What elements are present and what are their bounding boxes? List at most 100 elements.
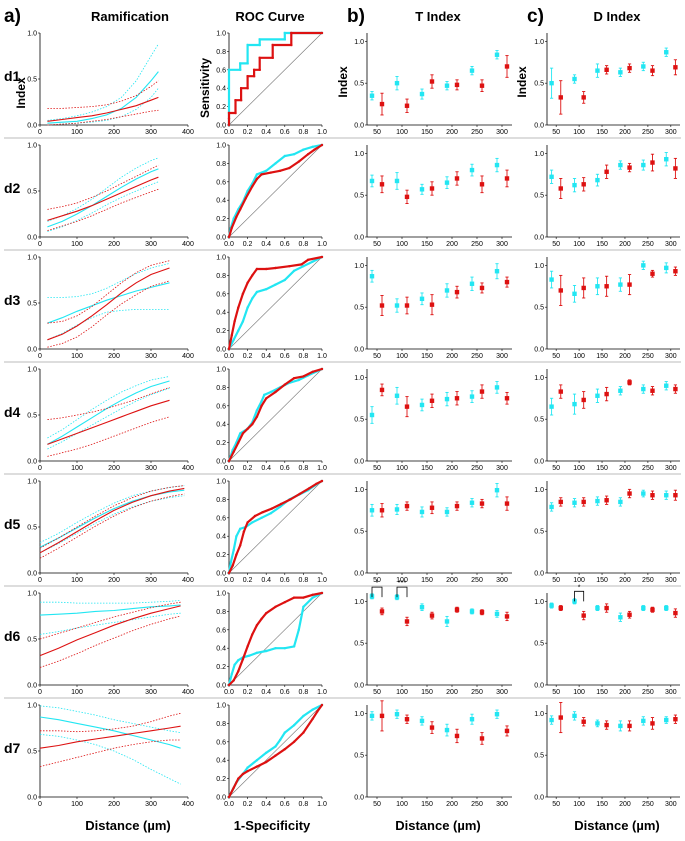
t-index-cyan-mean-marker: [469, 609, 475, 614]
t-index-cyan-mean-marker: [419, 296, 425, 302]
t-index-y-tick-label: 0.5: [354, 305, 364, 312]
t-index-cyan-mean-marker: [469, 500, 475, 505]
d-index-cyan-mean-marker: [618, 499, 623, 505]
roc-red-point: [246, 521, 249, 524]
ramification-x-tick-label: 400: [182, 353, 194, 360]
roc-red-point: [311, 370, 314, 373]
roc-red-point: [235, 553, 238, 556]
ramification-red-lower-ci: [47, 109, 159, 126]
roc-diagonal-reference: [228, 32, 323, 126]
roc-cyan-point: [297, 628, 300, 631]
roc-cyan-point: [297, 378, 300, 382]
t-index-x-tick-label: 150: [421, 465, 433, 472]
roc-red-point: [279, 502, 283, 506]
roc-red-point: [227, 117, 231, 120]
roc-cyan-point: [283, 278, 286, 282]
roc-cyan-point: [311, 260, 314, 263]
roc-red-point: [292, 596, 296, 599]
roc-red-point: [246, 87, 249, 90]
ramification-cyan-fit-line: [47, 71, 159, 124]
t-index-red-mean-marker: [404, 717, 410, 722]
t-index-x-tick-label: 200: [446, 801, 458, 808]
roc-red-point: [230, 226, 233, 229]
roc-red-point: [283, 383, 286, 386]
d-index-cyan-mean-marker: [549, 277, 554, 282]
d-index-cyan-mean-marker: [618, 615, 623, 620]
roc-y-tick-label: 0.6: [216, 179, 226, 186]
ramification-y-tick-label: 0.5: [27, 637, 37, 644]
roc-red-point: [307, 487, 311, 490]
roc-red-point: [230, 334, 233, 337]
roc-cyan-point: [251, 297, 254, 300]
t-index-x-tick-label: 150: [421, 353, 433, 360]
d-index-cyan-mean-marker: [549, 717, 554, 723]
d-index-cyan-mean-marker: [595, 284, 600, 289]
ramification-cyan-lower-ci: [39, 612, 181, 635]
t-index-red-mean-marker: [479, 736, 485, 741]
roc-red-point: [271, 56, 274, 59]
t-index-cyan-mean-marker: [494, 611, 500, 617]
d-index-x-tick-label: 150: [596, 689, 608, 696]
ramification-cyan-fit-line: [39, 716, 181, 749]
t-index-red-mean-marker: [379, 713, 385, 719]
roc-diagonal-reference: [228, 144, 323, 238]
t-index-cyan-mean-marker: [369, 713, 375, 719]
d-index-x-tick-label: 300: [665, 577, 677, 584]
d-index-cyan-mean-marker: [549, 504, 554, 510]
t-index-plot-d6: 0.00.51.050 100 150 200 250 300* ***: [354, 580, 512, 696]
t-index-x-tick-label: 200: [446, 353, 458, 360]
t-index-y-tick-label: 1.0: [354, 263, 364, 270]
d-index-red-mean-marker: [604, 722, 609, 728]
d-index-red-mean-marker: [627, 65, 632, 71]
roc-red-point: [265, 612, 268, 615]
ramification-plot-d1: 0.0 0.5 1.0 0 100 200 300 400: [27, 31, 194, 137]
d-index-cyan-mean-marker: [595, 68, 600, 73]
roc-red-point: [227, 795, 231, 799]
panel-letter-c: c): [527, 6, 544, 27]
t-index-cyan-mean-marker: [444, 396, 450, 402]
roc-cyan-point: [246, 43, 249, 47]
ramification-red-lower-ci: [39, 493, 185, 559]
roc-x-label: 1-Specificity: [234, 818, 311, 833]
d-index-y-tick-label: 1.0: [534, 39, 544, 46]
roc-red-point: [274, 390, 277, 394]
t-index-x-tick-label: 100: [396, 801, 408, 808]
roc-red-point: [278, 169, 282, 172]
d-index-cyan-mean-marker: [641, 263, 646, 268]
ramification-red-fit-line: [47, 399, 170, 445]
roc-red-point: [241, 432, 245, 435]
d-index-cyan-mean-marker: [618, 162, 623, 168]
d-index-cyan-mean-marker: [595, 605, 600, 611]
roc-red-point: [227, 347, 231, 351]
d-index-red-mean-marker: [581, 613, 586, 618]
roc-x-tick-label: 0.2: [243, 689, 253, 696]
roc-x-tick-label: 1.0: [317, 353, 327, 360]
d-index-x-tick-label: 300: [665, 241, 677, 248]
roc-y-tick-label: 0.4: [216, 198, 226, 205]
roc-cyan-point: [311, 596, 314, 599]
roc-y-tick-label: 0.6: [216, 67, 226, 74]
ramification-y-tick-label: 0.0: [27, 683, 37, 690]
roc-red-point: [315, 482, 318, 485]
ramification-y-tick-label: 0.5: [27, 77, 37, 84]
d-index-cyan-mean-marker: [664, 265, 669, 271]
roc-red-point: [241, 658, 245, 661]
d-index-red-mean-marker: [604, 605, 609, 611]
ramification-x-tick-label: 300: [145, 129, 157, 136]
t-index-significance-bracket: [396, 586, 408, 598]
t-index-cyan-mean-marker: [494, 52, 500, 57]
roc-diagonal-reference: [228, 704, 323, 798]
roc-cyan-point: [263, 393, 266, 396]
d-index-red-mean-marker: [650, 160, 655, 165]
t-index-y-tick-label: 1.0: [354, 487, 364, 494]
d-index-cyan-mean-marker: [572, 401, 577, 407]
t-index-red-mean-marker: [504, 279, 510, 285]
d-index-significance-label: *: [578, 584, 581, 591]
roc-red-point: [297, 160, 300, 163]
ramification-cyan-fit-line: [47, 168, 159, 228]
roc-x-tick-label: 0.0: [224, 689, 234, 696]
ramification-x-tick-label: 0: [38, 689, 42, 696]
d-index-cyan-mean-marker: [595, 498, 600, 504]
d-index-red-mean-marker: [673, 269, 678, 274]
d-index-plot-d5: 0.0 0.5 1.0 50 100 150 200 250 300: [534, 481, 680, 584]
